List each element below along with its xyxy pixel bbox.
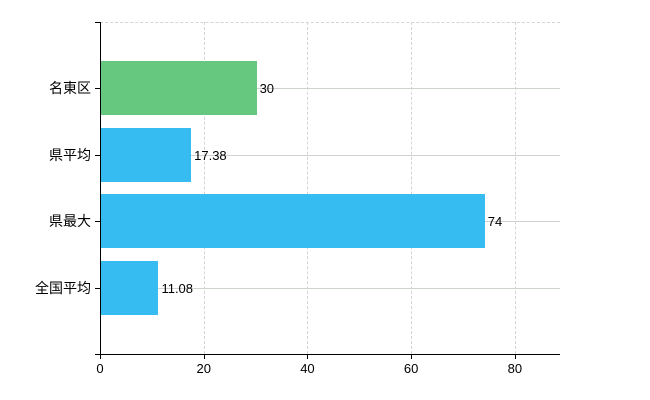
gridline-horizontal [101,287,560,289]
bar [101,194,485,249]
y-axis-tick [95,88,100,90]
x-axis-tick-label: 20 [196,361,211,376]
x-axis-tick [514,354,516,359]
gridline-vertical [411,22,413,354]
plot-top-border [100,22,560,23]
y-axis-top-tick [95,22,100,23]
bar [101,127,192,182]
x-axis-line [95,354,560,355]
gridline-vertical [203,22,205,354]
category-label: 県最大 [49,213,91,230]
y-axis-line [100,22,101,354]
gridline-vertical [307,22,309,354]
bar [101,260,159,315]
value-label: 74 [487,214,503,230]
x-axis-tick-label: 60 [403,361,419,376]
x-axis-tick-label: 0 [96,361,104,376]
category-label: 全国平均 [35,279,91,296]
category-label: 県平均 [49,146,91,163]
value-label: 30 [259,81,275,97]
gridline-horizontal [101,88,560,90]
x-axis-tick-label: 80 [507,361,523,376]
value-label: 17.38 [194,147,227,163]
x-axis-tick [100,354,101,359]
gridline-horizontal [101,154,560,156]
x-axis-tick [411,354,413,359]
x-axis-tick [203,354,205,359]
y-axis-tick [95,154,100,156]
y-axis-tick [95,221,100,223]
gridline-vertical [514,22,516,354]
x-axis-tick [307,354,309,359]
y-axis-tick [95,287,100,289]
bar [101,61,257,116]
category-label: 名東区 [49,80,91,97]
value-label: 11.08 [161,280,194,296]
x-axis-tick-label: 40 [300,361,315,376]
